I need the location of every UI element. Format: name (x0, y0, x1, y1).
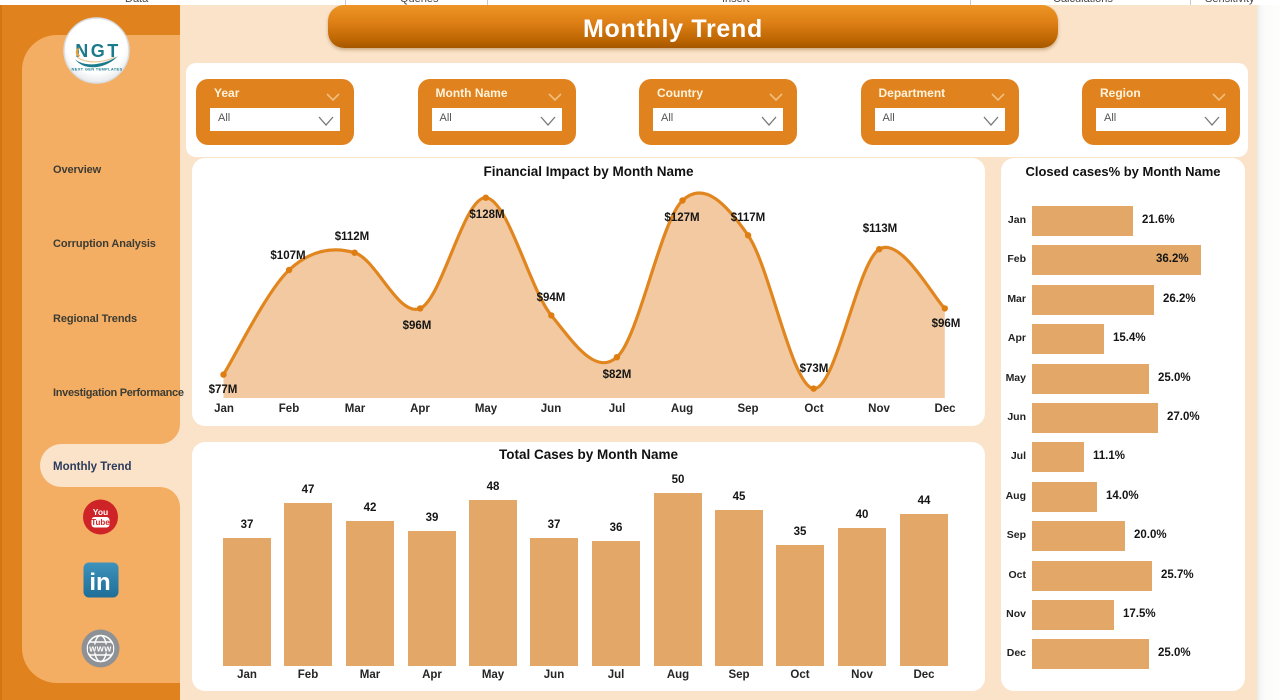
svg-text:Tube: Tube (91, 518, 110, 527)
svg-text:www: www (88, 644, 112, 654)
svg-text:in: in (89, 569, 110, 596)
svg-text:NGT: NGT (75, 41, 121, 61)
svg-text:You: You (93, 507, 108, 517)
svg-text:NEXT GEN TEMPLATES: NEXT GEN TEMPLATES (72, 67, 123, 72)
